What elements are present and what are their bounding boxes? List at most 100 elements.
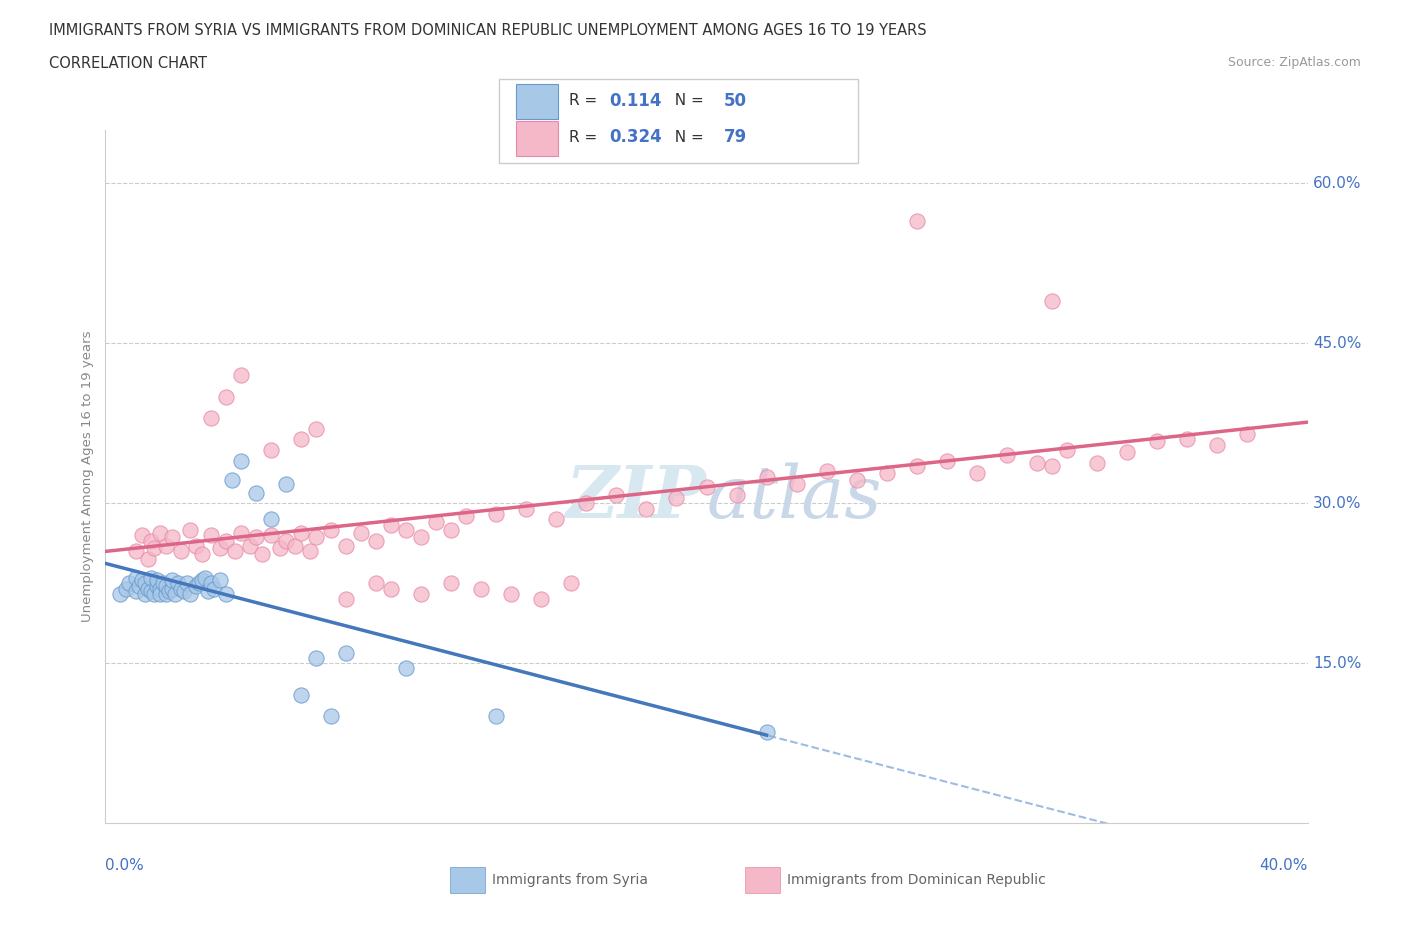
Point <box>936 453 959 468</box>
Point <box>169 581 191 596</box>
Text: 40.0%: 40.0% <box>1260 858 1308 873</box>
Point <box>136 581 159 596</box>
Point <box>290 525 312 540</box>
Point <box>145 579 167 594</box>
Point <box>160 530 183 545</box>
Text: R =: R = <box>569 130 603 145</box>
Point <box>269 540 291 555</box>
Point <box>187 576 209 591</box>
Point <box>755 725 778 740</box>
Point <box>274 477 297 492</box>
Text: Immigrants from Syria: Immigrants from Syria <box>492 872 648 887</box>
Point <box>110 587 132 602</box>
Text: 0.114: 0.114 <box>609 92 661 110</box>
Point <box>208 573 231 588</box>
Point <box>515 501 537 516</box>
Point <box>395 523 418 538</box>
Point <box>409 587 432 602</box>
Point <box>139 533 162 548</box>
Point <box>485 507 508 522</box>
Point <box>155 579 177 594</box>
Point <box>239 538 262 553</box>
Point <box>197 583 219 598</box>
Point <box>139 583 162 598</box>
Point <box>155 587 177 602</box>
Point <box>905 458 928 473</box>
Point <box>1175 432 1198 446</box>
Point <box>152 576 174 591</box>
Point <box>229 525 252 540</box>
Point <box>530 591 553 606</box>
Point <box>335 591 357 606</box>
Point <box>169 544 191 559</box>
Point <box>290 432 312 446</box>
Point <box>115 581 138 596</box>
Point <box>815 464 838 479</box>
Point <box>214 390 236 405</box>
Point <box>1056 443 1078 458</box>
Point <box>786 477 808 492</box>
Point <box>905 213 928 228</box>
Point <box>214 587 236 602</box>
Point <box>335 645 357 660</box>
Point <box>190 547 212 562</box>
Point <box>305 421 328 436</box>
Point <box>260 443 283 458</box>
Text: R =: R = <box>569 93 603 108</box>
Point <box>1026 456 1049 471</box>
Point <box>124 570 146 585</box>
Point <box>380 517 402 532</box>
Point <box>260 512 283 526</box>
Text: 30.0%: 30.0% <box>1313 496 1361 511</box>
Point <box>142 540 165 555</box>
Point <box>1206 437 1229 452</box>
Point <box>148 525 170 540</box>
Point <box>319 709 342 724</box>
Point <box>350 525 373 540</box>
Point <box>319 523 342 538</box>
Point <box>364 576 387 591</box>
Text: IMMIGRANTS FROM SYRIA VS IMMIGRANTS FROM DOMINICAN REPUBLIC UNEMPLOYMENT AMONG A: IMMIGRANTS FROM SYRIA VS IMMIGRANTS FROM… <box>49 23 927 38</box>
Text: ZIP: ZIP <box>565 462 707 533</box>
Point <box>145 573 167 588</box>
Text: 45.0%: 45.0% <box>1313 336 1361 351</box>
Point <box>364 533 387 548</box>
Point <box>179 587 201 602</box>
Point <box>131 528 153 543</box>
Point <box>995 448 1018 463</box>
Point <box>131 573 153 588</box>
Point <box>139 570 162 585</box>
Point <box>134 576 156 591</box>
Point <box>1146 434 1168 449</box>
Point <box>229 368 252 383</box>
Point <box>380 581 402 596</box>
Point <box>425 515 447 530</box>
Point <box>575 496 598 511</box>
Point <box>1040 293 1063 308</box>
Point <box>160 581 183 596</box>
Point <box>245 485 267 500</box>
Point <box>194 570 217 585</box>
Point <box>636 501 658 516</box>
Point <box>335 538 357 553</box>
Text: 50: 50 <box>724 92 747 110</box>
Point <box>305 650 328 665</box>
Point <box>176 576 198 591</box>
Point <box>1236 427 1258 442</box>
Point <box>1085 456 1108 471</box>
Text: CORRELATION CHART: CORRELATION CHART <box>49 56 207 71</box>
Point <box>128 579 150 594</box>
Point <box>876 466 898 481</box>
Point <box>208 540 231 555</box>
Point <box>501 587 523 602</box>
Text: N =: N = <box>665 130 709 145</box>
Point <box>148 581 170 596</box>
Point <box>298 544 321 559</box>
Point <box>124 583 146 598</box>
Text: 15.0%: 15.0% <box>1313 656 1361 671</box>
Point <box>157 583 180 598</box>
Text: atlas: atlas <box>707 462 882 533</box>
Point <box>136 551 159 566</box>
Point <box>755 470 778 485</box>
Point <box>290 687 312 702</box>
